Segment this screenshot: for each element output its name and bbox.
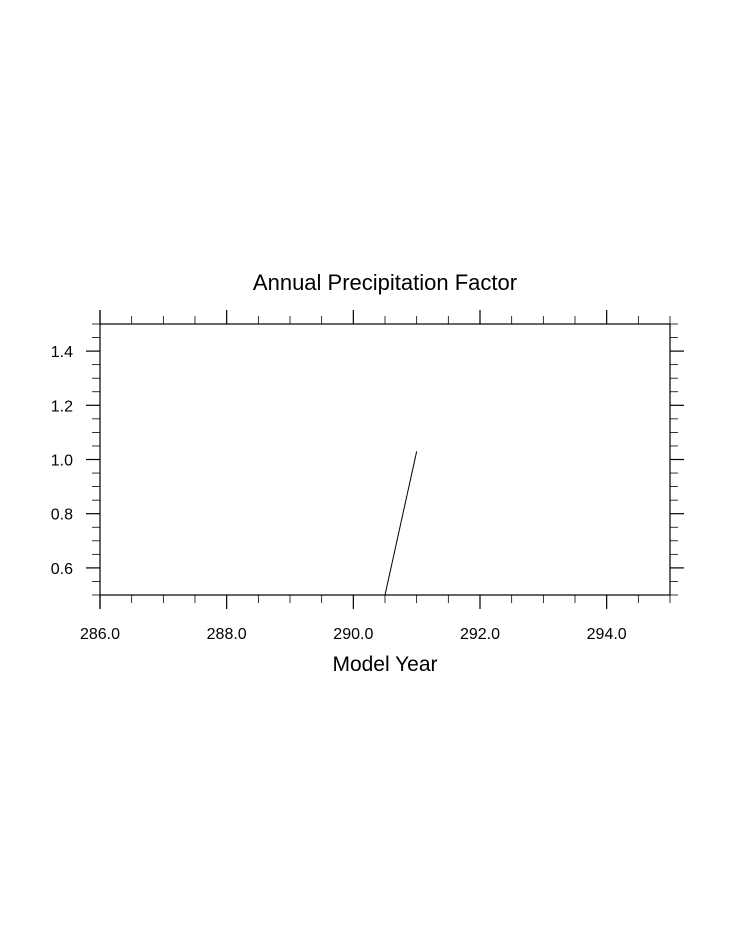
y-tick-label: 1.2	[51, 398, 73, 415]
y-tick-label: 0.6	[51, 561, 73, 578]
x-tick-label: 288.0	[207, 626, 247, 643]
x-tick-label: 292.0	[460, 626, 500, 643]
chart-title: Annual Precipitation Factor	[253, 270, 517, 295]
plot-area	[86, 310, 684, 609]
y-tick-label: 1.4	[51, 344, 73, 361]
y-tick-labels: 0.6 0.8 1.0 1.2 1.4	[51, 344, 73, 578]
y-tick-label: 0.8	[51, 507, 73, 524]
x-tick-label: 294.0	[587, 626, 627, 643]
x-axis-label: Model Year	[332, 653, 437, 676]
x-tick-labels: 286.0 288.0 290.0 292.0 294.0	[80, 626, 627, 643]
major-ticks	[86, 310, 684, 609]
minor-ticks	[92, 316, 678, 603]
y-tick-label: 1.0	[51, 453, 73, 470]
series-line	[384, 451, 418, 596]
plot-frame	[99, 323, 671, 596]
x-tick-label: 286.0	[80, 626, 120, 643]
series-layer	[384, 451, 418, 596]
x-tick-label: 290.0	[333, 626, 373, 643]
